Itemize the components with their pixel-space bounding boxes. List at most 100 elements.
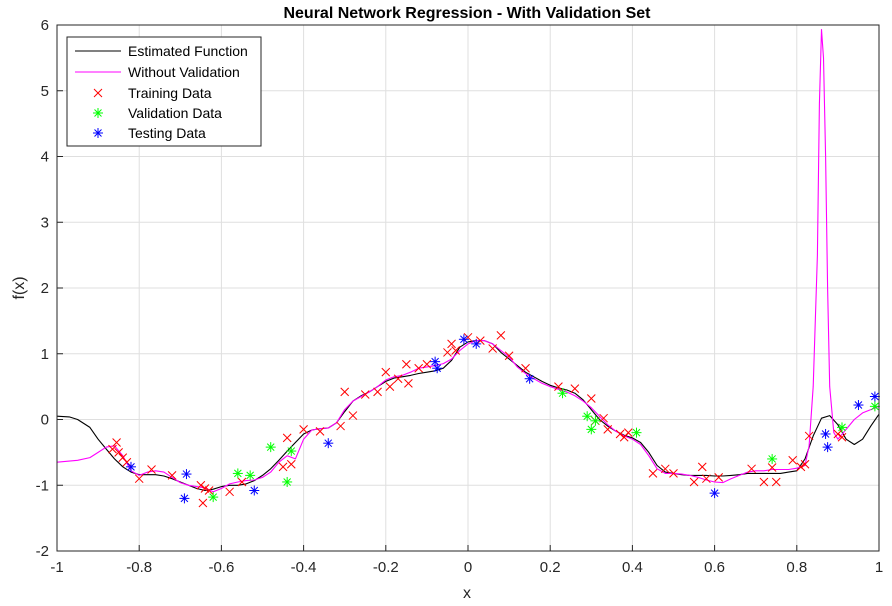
data-point-validation-data: [767, 453, 778, 464]
y-tick-label: -1: [36, 477, 49, 494]
data-point-training-data: [114, 448, 124, 457]
x-tick-label: 0.2: [540, 559, 561, 576]
x-tick-label: -0.6: [208, 559, 234, 576]
data-point-training-data: [767, 463, 777, 472]
data-point-validation-data: [232, 468, 243, 479]
legend-label-estimated: Estimated Function: [128, 43, 248, 59]
data-point-training-data: [504, 351, 514, 361]
legend-marker-testing: [93, 128, 103, 138]
y-tick-label: 5: [41, 83, 49, 100]
data-point-training-data: [286, 459, 296, 469]
data-point-training-data: [804, 431, 814, 441]
data-point-training-data: [204, 486, 214, 495]
data-point-training-data: [348, 411, 358, 420]
legend-label-testing: Testing Data: [128, 125, 206, 141]
data-point-training-data: [796, 462, 806, 472]
data-point-training-data: [401, 359, 411, 369]
x-tick-label: -1: [50, 559, 63, 576]
x-tick-label: 0.6: [704, 559, 725, 576]
y-tick-label: 4: [41, 149, 49, 166]
data-point-training-data: [603, 425, 613, 434]
data-point-training-data: [225, 487, 234, 497]
series-points-training-data: [108, 330, 847, 508]
data-point-training-data: [586, 394, 596, 403]
data-point-training-data: [669, 469, 678, 478]
data-point-training-data: [385, 382, 395, 391]
data-point-training-data: [451, 346, 461, 355]
y-tick-label: 0: [41, 412, 49, 429]
data-point-testing-data: [853, 400, 864, 411]
data-point-testing-data: [125, 461, 136, 472]
data-point-training-data: [488, 344, 498, 353]
x-tick-label: 0.8: [786, 559, 807, 576]
data-point-training-data: [759, 477, 769, 487]
data-point-training-data: [196, 480, 206, 490]
legend-marker-validation: [93, 108, 103, 118]
data-point-training-data: [660, 464, 670, 474]
y-tick-label: 6: [41, 17, 49, 34]
data-point-testing-data: [323, 438, 334, 449]
data-point-validation-data: [245, 470, 256, 481]
data-point-testing-data: [432, 363, 443, 374]
legend: Estimated Function Without Validation Tr…: [66, 36, 262, 147]
data-point-training-data: [702, 474, 711, 484]
data-point-validation-data: [582, 411, 593, 422]
data-point-testing-data: [430, 356, 441, 367]
data-point-training-data: [200, 484, 210, 493]
x-tick-label: -0.8: [126, 559, 152, 576]
data-point-training-data: [833, 429, 843, 439]
legend-label-validation: Validation Data: [128, 105, 222, 121]
data-point-training-data: [463, 332, 473, 342]
data-point-validation-data: [286, 446, 297, 457]
data-point-training-data: [570, 384, 580, 393]
series-layer: [56, 29, 880, 508]
data-point-validation-data: [869, 401, 880, 412]
data-point-testing-data: [822, 442, 833, 453]
data-point-validation-data: [265, 442, 276, 453]
y-tick-label: -2: [36, 543, 49, 560]
x-tick-labels: -1 -0.8 -0.6 -0.4 -0.2 0 0.2 0.4 0.6 0.8 1: [50, 545, 883, 576]
data-point-training-data: [747, 464, 756, 474]
data-point-training-data: [404, 378, 413, 388]
data-point-testing-data: [179, 493, 190, 504]
data-point-training-data: [599, 413, 608, 423]
data-point-testing-data: [709, 488, 720, 499]
y-tick-labels: -2 -1 0 1 2 3 4 5 6: [36, 17, 63, 560]
series-points-testing-data: [125, 334, 880, 504]
data-point-training-data: [697, 462, 707, 472]
data-point-training-data: [623, 428, 633, 438]
legend-marker-training: [93, 88, 103, 98]
data-point-training-data: [475, 336, 485, 345]
x-axis-label: x: [463, 585, 471, 602]
data-point-training-data: [554, 382, 563, 391]
y-tick-label: 2: [41, 280, 49, 297]
data-point-training-data: [278, 462, 288, 472]
series-points-validation-data: [208, 388, 880, 503]
data-point-validation-data: [557, 388, 568, 399]
data-point-training-data: [282, 433, 292, 443]
data-point-training-data: [112, 438, 121, 447]
data-point-validation-data: [282, 476, 293, 487]
data-point-training-data: [447, 339, 456, 349]
data-point-training-data: [714, 473, 724, 482]
data-point-training-data: [648, 469, 658, 478]
data-point-training-data: [496, 330, 506, 340]
data-point-testing-data: [524, 373, 535, 384]
data-point-training-data: [336, 421, 345, 431]
x-tick-label: -0.4: [291, 559, 317, 576]
data-point-training-data: [771, 477, 781, 487]
data-point-training-data: [800, 459, 810, 469]
data-point-testing-data: [181, 469, 192, 480]
x-tick-label: 0: [464, 559, 472, 576]
data-point-training-data: [689, 477, 699, 487]
x-tick-label: -0.2: [373, 559, 399, 576]
data-point-validation-data: [586, 424, 597, 435]
data-point-testing-data: [249, 485, 260, 496]
data-point-validation-data: [631, 427, 642, 438]
x-tick-label: 0.4: [622, 559, 643, 576]
legend-label-without-validation: Without Validation: [128, 64, 240, 80]
data-point-training-data: [381, 367, 391, 377]
y-axis-label: f(x): [11, 276, 28, 299]
data-point-training-data: [393, 374, 403, 384]
data-point-training-data: [788, 455, 798, 465]
